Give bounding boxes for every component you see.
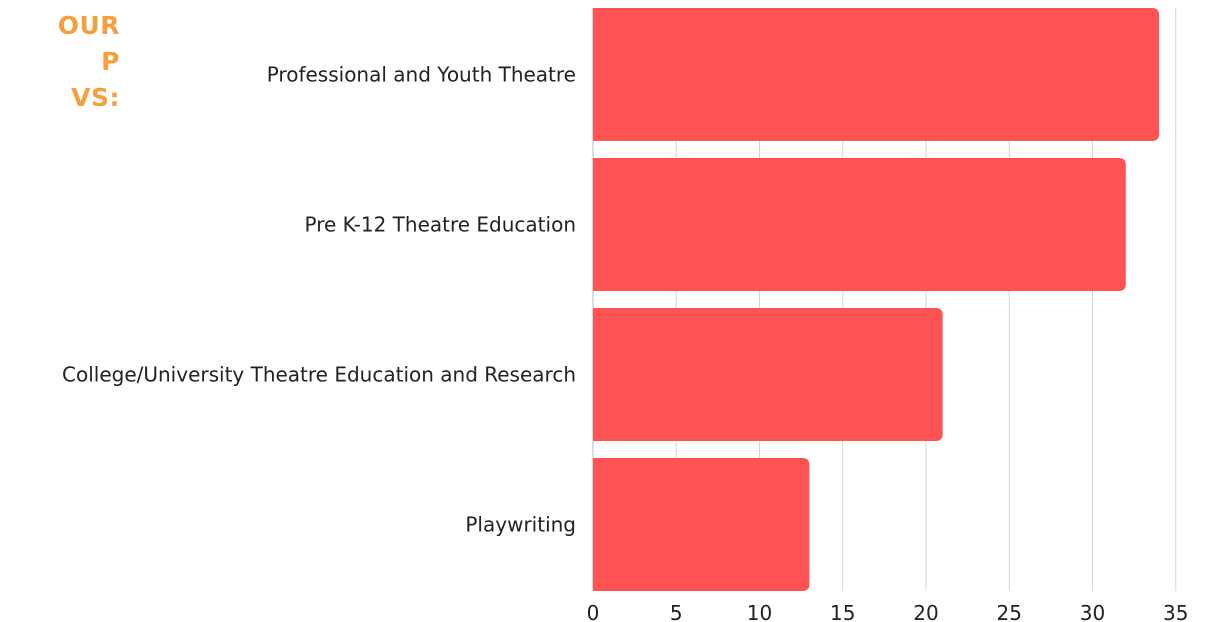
x-tick-label-5: 5 [670, 601, 683, 622]
x-tick-label-20: 20 [913, 601, 938, 622]
bar-1 [593, 8, 1160, 141]
heading-line-3: VS: [71, 83, 120, 112]
bar-2 [593, 158, 1126, 291]
x-tick-label-35: 35 [1163, 601, 1188, 622]
bar-3 [593, 308, 943, 441]
bar-4 [593, 458, 810, 591]
x-tick-label-15: 15 [830, 601, 855, 622]
bars [593, 8, 1160, 591]
x-tick-label-30: 30 [1080, 601, 1105, 622]
heading-line-2: P [101, 47, 120, 76]
category-label-2: Pre K-12 Theatre Education [304, 213, 576, 237]
x-tick-label-25: 25 [997, 601, 1022, 622]
x-axis-tick-labels: 0 5 10 15 20 25 30 35 [587, 601, 1189, 622]
category-label-1: Professional and Youth Theatre [267, 63, 576, 87]
category-labels: Professional and Youth Theatre Pre K-12 T… [62, 63, 576, 537]
heading-line-1: OUR [57, 11, 120, 40]
x-tick-label-0: 0 [587, 601, 600, 622]
category-label-3: College/University Theatre Education and… [62, 363, 576, 387]
chart-heading: OUR P VS: [0, 8, 120, 116]
x-tick-label-10: 10 [747, 601, 772, 622]
category-label-4: Playwriting [465, 513, 576, 537]
